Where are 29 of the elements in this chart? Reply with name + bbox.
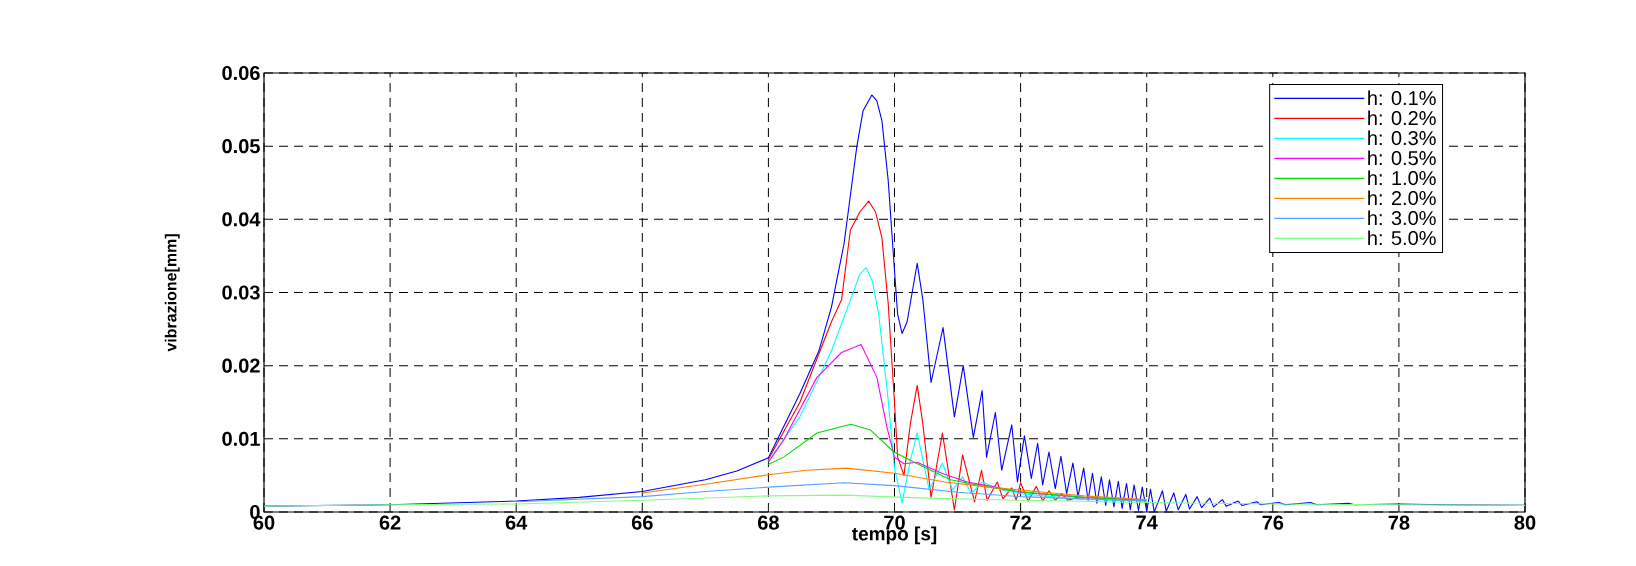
y-tick-label: 0.06 — [222, 65, 260, 81]
y-tick-label: 0.02 — [222, 358, 260, 373]
x-tick-label: 76 — [1262, 515, 1284, 530]
y-tick-label: 0.04 — [222, 212, 261, 227]
x-tick-label: 64 — [505, 515, 528, 530]
line-series — [767, 200, 1078, 511]
x-tick-label: 70 — [884, 515, 905, 530]
y-axis-title: vibrazione[mm] — [164, 234, 180, 352]
x-tick-label: 78 — [1388, 515, 1410, 530]
x-tick-label: 62 — [379, 515, 401, 530]
x-tick-label: 80 — [1514, 515, 1536, 530]
legend-label: h: 2.0% — [1368, 190, 1436, 206]
y-tick-label: 0.03 — [222, 285, 260, 300]
legend-label: h: 1.0% — [1368, 170, 1436, 186]
legend-label: h: 0.1% — [1368, 90, 1436, 106]
x-tick-label: 68 — [758, 515, 779, 530]
x-tick-label: 72 — [1010, 515, 1031, 530]
legend-label: h: 0.3% — [1368, 130, 1436, 146]
line-series — [264, 494, 1525, 507]
legend-label: h: 0.5% — [1368, 150, 1436, 166]
y-tick-label: 0.05 — [222, 139, 260, 154]
x-tick-label: 66 — [631, 515, 653, 530]
legend-label: h: 3.0% — [1368, 210, 1436, 226]
line-series — [641, 467, 1148, 501]
legend-label: h: 5.0% — [1368, 230, 1436, 246]
y-tick-label: 0.01 — [222, 431, 260, 446]
x-tick-label: 74 — [1136, 515, 1158, 530]
legend-label: h: 0.2% — [1368, 110, 1436, 126]
line-series — [515, 482, 1148, 503]
